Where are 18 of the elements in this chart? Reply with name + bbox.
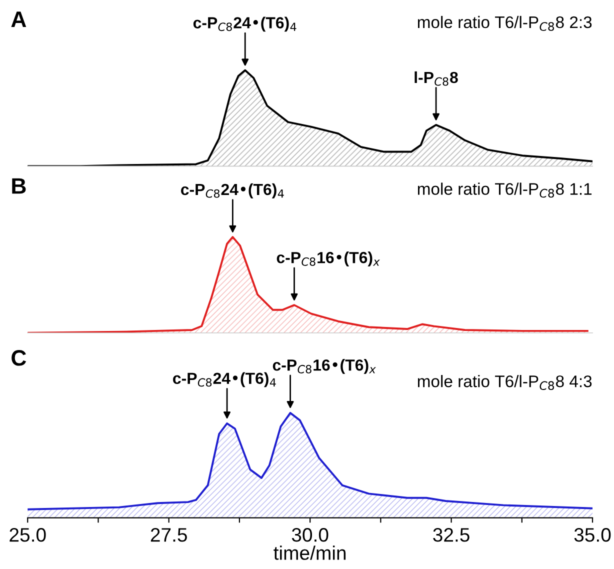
chart-title: B — [12, 178, 26, 194]
x-tick-label: 32.5 — [433, 528, 470, 542]
text: mole ratio T6/l-P$_{C8}$8 1:1 — [418, 182, 592, 198]
x-tick-label: 35.0 — [574, 528, 611, 542]
annotation: l-P$_{C8}$8 — [414, 71, 458, 86]
x-tick-label: 25.0 — [10, 528, 46, 542]
text: mole ratio T6/l-P$_{C8}$8 2:3 — [418, 16, 592, 31]
annotation: c-P$_{C8}$16•(T6)$_{x}$ — [272, 359, 376, 374]
annotation: c-P$_{C8}$16•(T6)$_{x}$ — [276, 251, 380, 266]
chart-title: C — [12, 350, 26, 366]
x-axis-title: time/min — [274, 546, 346, 560]
annotation: c-P$_{C8}$24•(T6)$_{4}$ — [180, 183, 284, 198]
x-tick-label: 27.5 — [150, 528, 187, 542]
x-tick-label: 30.0 — [292, 528, 328, 542]
chart-title: A — [11, 12, 26, 27]
annotation: c-P$_{C8}$24•(T6)$_{4}$ — [173, 372, 276, 388]
annotation: c-P$_{C8}$24•(T6)$_{4}$ — [193, 16, 296, 32]
text: mole ratio T6/l-P$_{C8}$8 4:3 — [418, 375, 592, 390]
